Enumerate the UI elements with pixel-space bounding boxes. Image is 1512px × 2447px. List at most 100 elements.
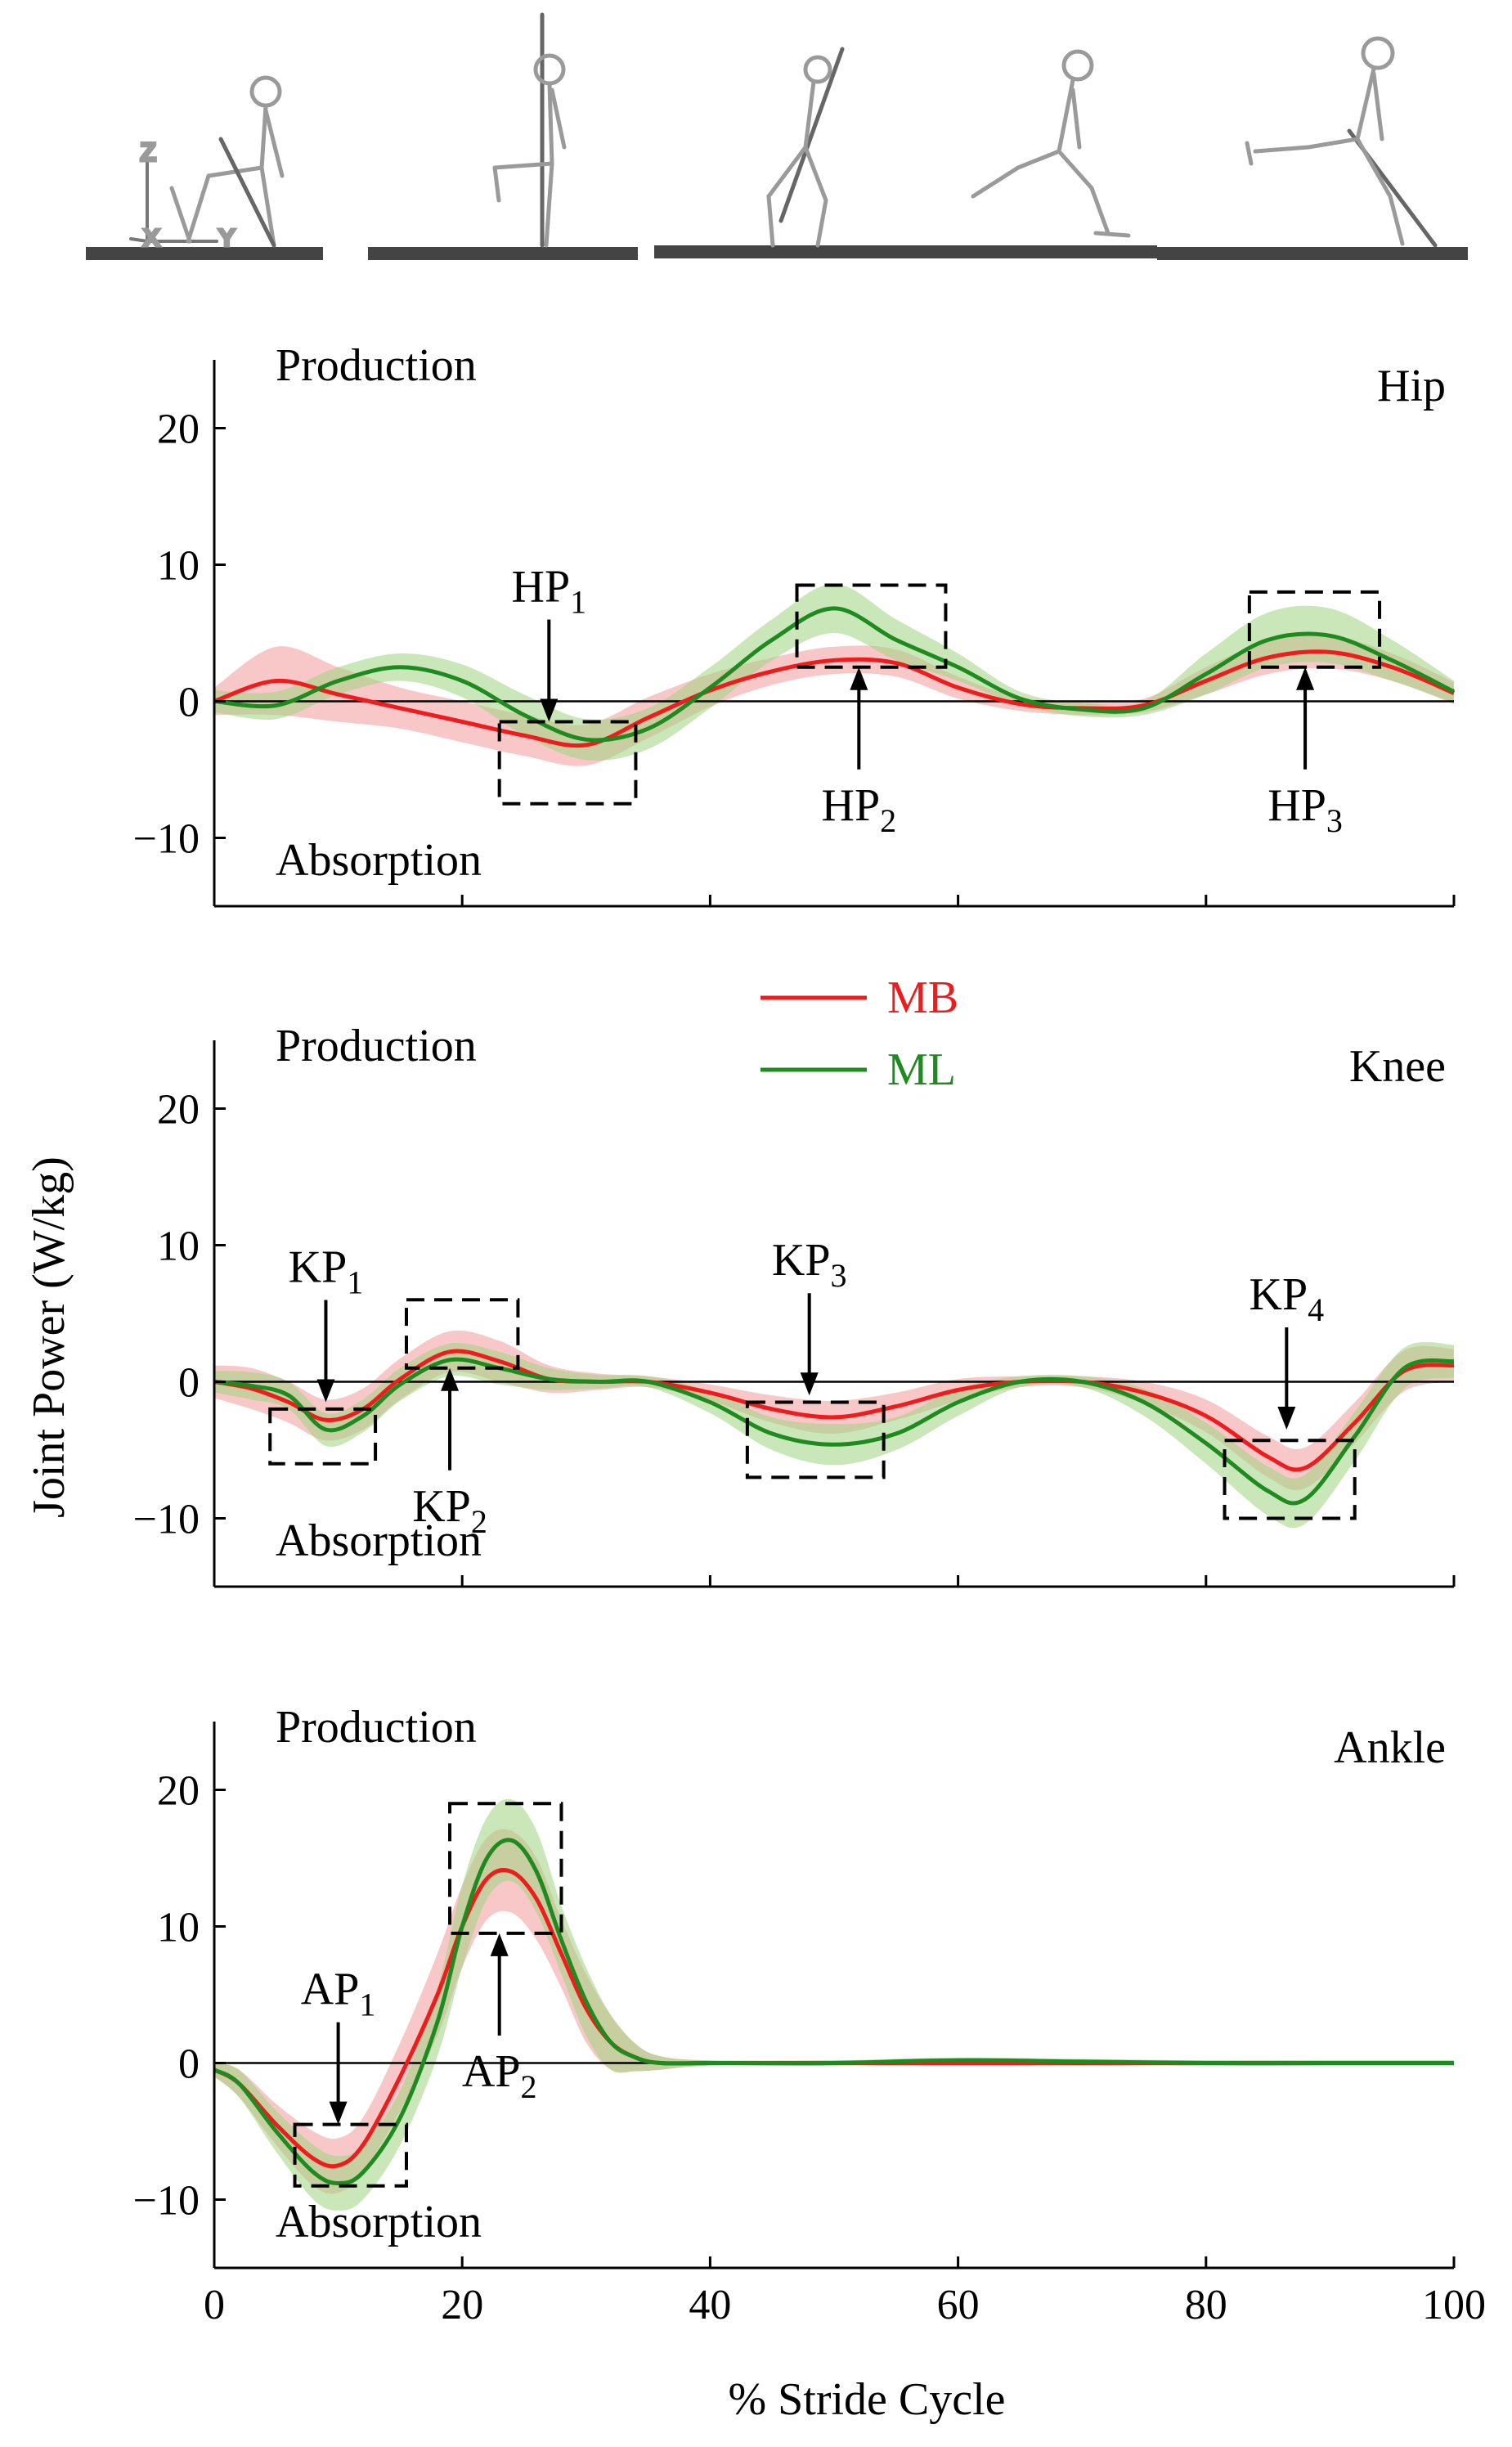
annotation-arrowhead [800,1372,819,1396]
y-tick-label: 0 [178,2041,200,2088]
panel-ankle: −10 0 10 20 0 20 40 60 80 100 Ankle Production Absor… [133,1702,1486,2328]
ground-plate-2 [368,247,638,260]
legend-label-ml: ML [887,1044,956,1095]
annotation-arrowhead [850,667,868,690]
annotation-label-main: HP [822,780,881,831]
y-tick-label: 10 [157,543,200,590]
annotation-label-main: KP [772,1235,831,1286]
highlight-box-2 [795,583,948,669]
skeleton-figure-5 [1245,36,1438,248]
stride-illustration: Z X Y [86,12,1468,260]
panel-title: Hip [1377,361,1446,411]
legend: MB ML [760,972,958,1095]
ground-plate-5 [1157,247,1468,260]
x-tick-label: 80 [1185,2282,1227,2328]
annotation-hp2: HP2 [822,667,897,839]
annotation-label-subscript: 3 [1326,802,1343,839]
highlight-box-1 [497,720,638,806]
annotation-label-main: HP [512,562,571,613]
x-tick-label: 60 [937,2282,980,2328]
sd-band-mb [214,1829,1454,2194]
annotation-label: AP2 [462,2046,537,2105]
annotation-label-subscript: 1 [359,1987,375,2023]
annotation-label: KP1 [289,1242,364,1301]
ground-plate-3 [654,245,900,258]
skeleton-figure-1 [169,75,285,248]
region-label-production: Production [276,340,477,391]
annotation-label: HP3 [1267,780,1343,839]
annotation-label-main: KP [289,1242,348,1293]
highlight-box-2 [404,1298,520,1370]
region-label-absorption: Absorption [276,835,482,886]
annotation-arrowhead [329,2101,348,2125]
y-tick-label: 10 [157,1905,200,1951]
x-tick-label: 0 [204,2282,225,2328]
y-tick-label: 0 [178,1360,200,1407]
skeleton-figure-3 [766,47,845,248]
annotation-kp2: KP2 [412,1367,487,1540]
annotation-label: KP2 [412,1481,487,1540]
x-tick-label: 40 [689,2282,731,2328]
annotation-kp4: KP4 [1250,1269,1325,1430]
y-tick-label: 20 [157,406,200,453]
axis-letter-y: Y [219,225,235,250]
y-tick-label: 10 [157,1224,200,1270]
x-axis-title: % Stride Cycle [728,2374,1005,2425]
annotation-label: HP2 [822,780,897,839]
annotation-label-subscript: 2 [880,802,896,839]
annotation-kp1: KP1 [289,1242,364,1403]
annotation-label: KP4 [1250,1269,1325,1328]
annotation-kp3: KP3 [772,1235,847,1396]
x-tick-label: 20 [441,2282,483,2328]
legend-label-mb: MB [887,972,958,1023]
axis-letter-x: X [144,225,159,250]
annotation-label-main: KP [412,1481,471,1532]
annotation-label-subscript: 3 [830,1257,846,1294]
annotation-label: HP1 [512,562,587,621]
skeleton-figure-2 [492,12,567,248]
y-tick-label: −10 [133,2178,200,2225]
annotation-label-main: KP [1250,1269,1308,1320]
coordinate-axes-icon [129,158,218,243]
y-tick-label: 20 [157,1768,200,1815]
highlight-box-3 [745,1400,886,1479]
sd-band-mb [214,1330,1454,1491]
annotation-label-subscript: 2 [520,2068,536,2105]
x-tick-label: 100 [1422,2282,1486,2328]
ground-plate-4 [895,245,1157,258]
highlight-box-1 [268,1407,378,1466]
annotation-arrowhead [441,1367,460,1391]
y-axis-title: Joint Power (W/kg) [24,1156,74,1518]
annotation-label-subscript: 2 [471,1503,487,1540]
sd-band-ml [214,1798,1454,2211]
annotation-arrowhead [490,1933,509,1956]
annotation-arrowhead [1277,1406,1296,1430]
region-label-absorption: Absorption [276,2197,482,2247]
series-line-mb [213,1349,1455,1472]
panel-title: Knee [1349,1041,1446,1092]
region-label-production: Production [276,1021,477,1071]
annotation-label-main: HP [1267,780,1326,831]
axis-letter-z: Z [141,139,155,166]
annotation-arrowhead [540,698,559,722]
annotation-ap2: AP2 [462,1933,537,2105]
annotation-label-main: AP [301,1964,360,2015]
y-tick-label: −10 [133,1497,200,1543]
ground-plate-1 [86,247,323,260]
panel-title: Ankle [1334,1722,1446,1773]
series-line-ml [213,1838,1454,2185]
series-line-ml [213,606,1456,743]
annotation-label-subscript: 1 [570,584,586,621]
annotation-arrowhead [1296,667,1315,690]
y-tick-label: 20 [157,1087,200,1134]
highlight-box-3 [1247,590,1382,669]
region-label-absorption: Absorption [276,1515,482,1566]
annotation-hp1: HP1 [512,562,587,722]
annotation-ap1: AP1 [301,1964,375,2125]
annotation-hp3: HP3 [1267,667,1343,839]
highlight-box-2 [448,1802,563,1935]
annotation-label: KP3 [772,1235,847,1294]
y-tick-label: −10 [133,816,200,863]
region-label-production: Production [276,1702,477,1753]
